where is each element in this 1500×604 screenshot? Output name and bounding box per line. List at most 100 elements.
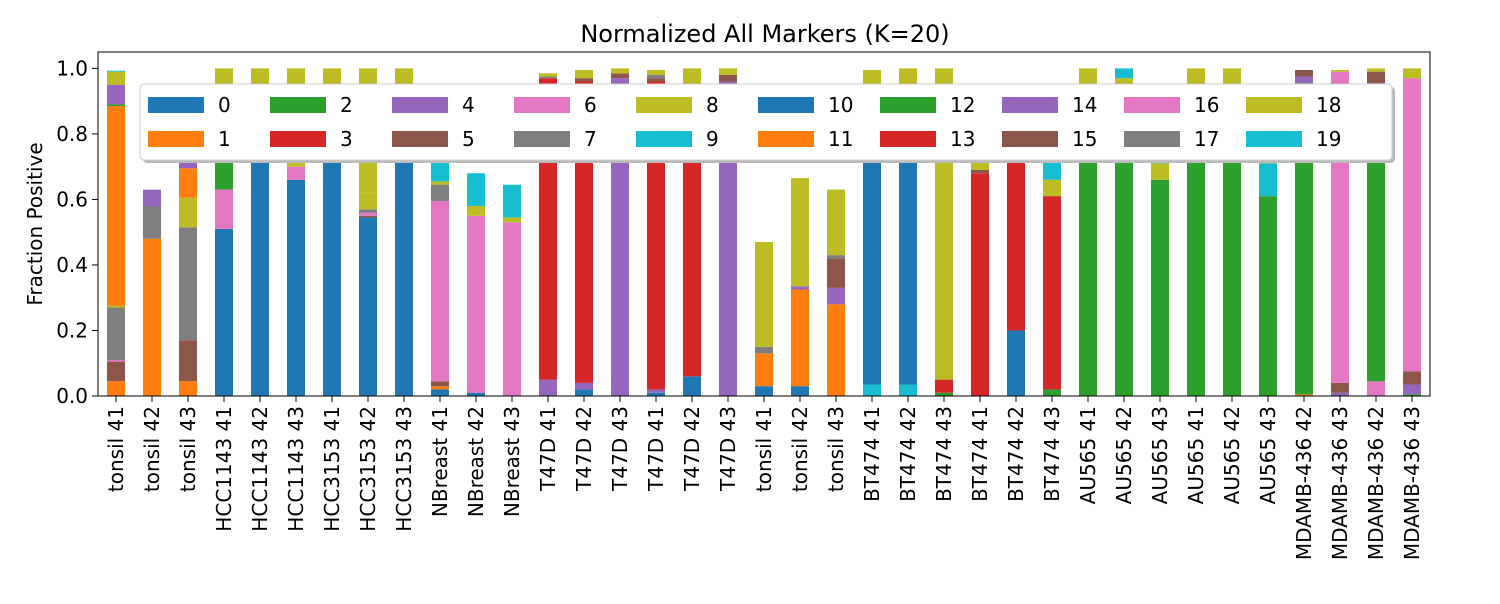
- x-tick-label: HCC1143 43: [284, 406, 308, 532]
- bar-segment-12: [107, 104, 125, 107]
- bar-segment-6: [1367, 381, 1385, 396]
- bar-segment-15: [827, 258, 845, 288]
- bar-segment-6: [215, 189, 233, 229]
- x-tick-label: T47D 43: [608, 406, 632, 492]
- y-tick-label: 1.0: [56, 56, 88, 80]
- bar-segment-15: [719, 74, 737, 82]
- legend-item: 16: [1124, 93, 1219, 117]
- x-tick-label: BT474 42: [896, 406, 920, 502]
- bar-segment-13: [1007, 160, 1025, 331]
- bar-segment-14: [791, 286, 809, 290]
- bar-segment-18: [755, 242, 773, 347]
- legend-item: 4: [392, 93, 475, 117]
- bar-segment-18: [395, 68, 413, 85]
- legend-swatch: [758, 97, 814, 113]
- bar-segment-7: [107, 307, 125, 360]
- bar-segment-8: [467, 205, 485, 216]
- bar-segment-12: [215, 160, 233, 190]
- legend-swatch: [1002, 131, 1058, 147]
- legend-item: 14: [1002, 93, 1097, 117]
- x-tick-label: T47D 41: [644, 406, 668, 492]
- legend-label: 10: [828, 93, 853, 117]
- bar-segment-17: [755, 346, 773, 354]
- legend-label: 15: [1072, 127, 1097, 151]
- legend-label: 5: [462, 127, 475, 151]
- legend-label: 3: [340, 127, 353, 151]
- bar-segment-15: [575, 78, 593, 82]
- bar-segment-18: [251, 68, 269, 85]
- bar-segment-2: [1259, 196, 1277, 396]
- bar-segment-2: [1043, 389, 1061, 396]
- bar-segment-18: [1367, 68, 1385, 72]
- bar-stack: [1043, 150, 1061, 396]
- bar-segment-6: [287, 166, 305, 180]
- bar-segment-13: [971, 173, 989, 396]
- x-tick-label: AU565 41: [1076, 406, 1100, 504]
- bar-stack: [467, 173, 485, 396]
- bar-stack: [1403, 68, 1421, 396]
- legend-label: 9: [706, 127, 719, 151]
- x-tick-label: tonsil 41: [752, 406, 776, 492]
- bar-segment-0: [647, 392, 665, 396]
- bar-segment-6: [503, 222, 521, 396]
- bar-segment-18: [1079, 68, 1097, 85]
- bar-segment-18: [1403, 68, 1421, 79]
- x-tick-label: AU565 42: [1112, 406, 1136, 504]
- legend-item: 5: [392, 127, 475, 151]
- bar-stack: [143, 189, 161, 396]
- bar-segment-18: [647, 70, 665, 75]
- bar-segment-15: [647, 78, 665, 82]
- bar-segment-10: [899, 99, 917, 385]
- bar-segment-19: [1115, 68, 1133, 79]
- bar-segment-16: [1403, 78, 1421, 372]
- bar-segment-0: [287, 179, 305, 396]
- bar-segment-18: [611, 68, 629, 74]
- bar-segment-9: [899, 384, 917, 396]
- legend-swatch: [880, 97, 936, 113]
- legend-swatch: [270, 97, 326, 113]
- y-tick-label: 0.4: [56, 253, 88, 277]
- bar-segment-8: [179, 197, 197, 228]
- x-tick-label: HCC3153 43: [392, 406, 416, 532]
- bar-stack: [863, 70, 881, 396]
- legend-swatch: [1002, 97, 1058, 113]
- y-tick-label: 0.2: [56, 318, 88, 342]
- y-tick-label: 0.6: [56, 187, 88, 211]
- bar-segment-18: [719, 68, 737, 75]
- bar-segment-1: [827, 304, 845, 396]
- legend-swatch: [392, 131, 448, 147]
- legend-swatch: [758, 131, 814, 147]
- x-tick-label: T47D 41: [536, 406, 560, 492]
- bar-segment-13: [935, 379, 953, 393]
- bar-segment-14: [107, 84, 125, 105]
- legend-item: 8: [636, 93, 719, 117]
- chart-title: Normalized All Markers (K=20): [580, 20, 949, 48]
- legend-item: 9: [636, 127, 719, 151]
- bar-segment-18: [323, 68, 341, 85]
- bar-stack: [971, 150, 989, 396]
- bar-segment-13: [1043, 196, 1061, 390]
- x-tick-label: MDAMB-436 43: [1400, 406, 1424, 560]
- bar-segment-15: [1295, 70, 1313, 77]
- bar-segment-14: [1331, 392, 1349, 396]
- legend-item: 3: [270, 127, 353, 151]
- x-tick-label: HCC1143 41: [212, 406, 236, 532]
- x-tick-label: MDAMB-436 43: [1328, 406, 1352, 560]
- bar-segment-14: [1295, 76, 1313, 84]
- y-axis-label: Fraction Positive: [23, 142, 47, 305]
- bar-segment-15: [1403, 371, 1421, 385]
- bar-segment-0: [467, 392, 485, 396]
- bar-segment-8: [359, 192, 377, 210]
- legend-swatch: [148, 97, 204, 113]
- bar-segment-18: [539, 73, 557, 77]
- bar-segment-7: [359, 209, 377, 213]
- bar-segment-11: [179, 168, 197, 198]
- bar-segment-18: [1223, 68, 1241, 85]
- bar-segment-9: [1259, 163, 1277, 197]
- y-tick-label: 0.0: [56, 384, 88, 408]
- legend-label: 4: [462, 93, 475, 117]
- bar-segment-10: [791, 386, 809, 396]
- bar-stack: [431, 148, 449, 396]
